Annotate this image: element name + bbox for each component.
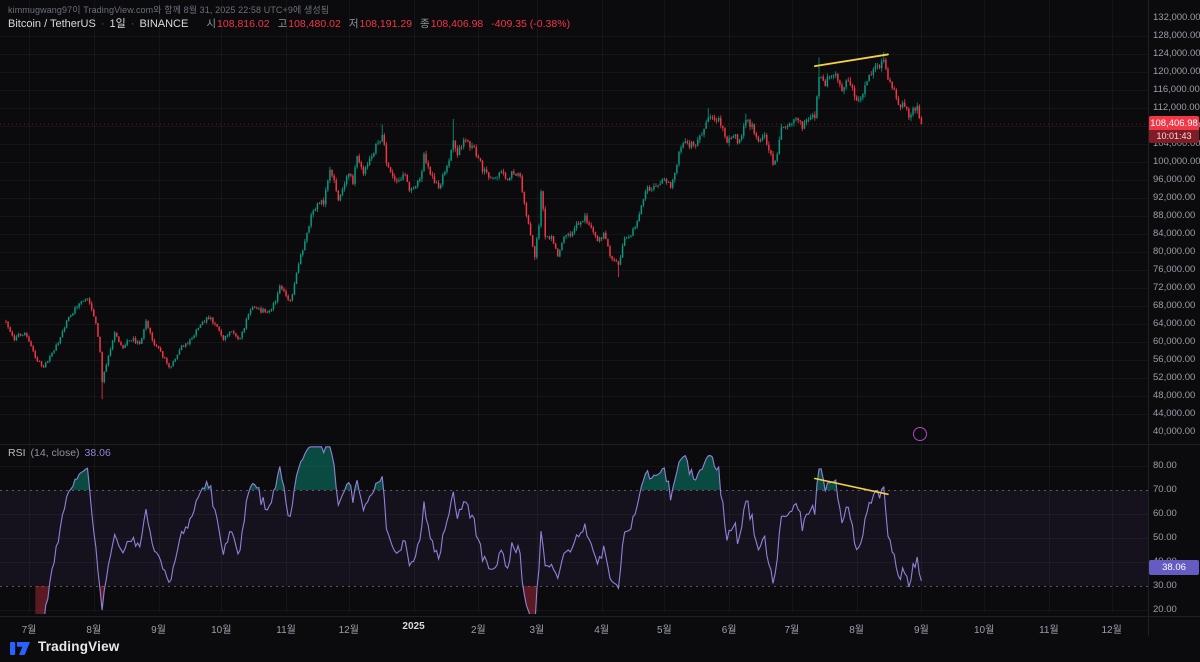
price-trendline[interactable] [813, 53, 889, 68]
rsi-title[interactable]: RSI [8, 447, 26, 459]
rsi-band [0, 490, 1148, 586]
time-axis-label: 6월 [721, 625, 737, 636]
rsi-axis-label: 20.00 [1153, 604, 1177, 615]
price-axis-label: 64,000.00 [1153, 318, 1196, 329]
price-axis-label: 84,000.00 [1153, 228, 1196, 239]
time-axis-label: 2월 [470, 625, 486, 636]
grid-lines [0, 0, 1148, 612]
time-axis-label: 12월 [1101, 625, 1122, 636]
legend-separator: · [130, 18, 135, 30]
rsi-axis-label: 70.00 [1153, 484, 1177, 495]
price-axis-label: 124,000.00 [1153, 48, 1200, 59]
attribution-text: kimmugwang97이 TradingView.com와 함께 8월 31,… [8, 5, 330, 15]
price-axis-label: 60,000.00 [1153, 336, 1196, 347]
time-axis-label: 2025 [402, 621, 425, 632]
time-axis-label: 9월 [914, 625, 929, 636]
time-axis-label: 4월 [594, 625, 610, 636]
time-axis-label: 5월 [656, 625, 672, 636]
time-axis-label: 10월 [973, 625, 995, 636]
time-axis-border [0, 616, 1200, 617]
price-axis[interactable]: 132,000.00 128,000.00 124,000.00 120,000.00… [1148, 0, 1200, 616]
time-axis[interactable]: 7월 8월 9월 10월 11월 12월 2025 2월 3월 4월 5월 6월 7월 8월 9월 10월 11… [0, 617, 1148, 636]
symbol-legend: Bitcoin / TetherUS · 1일 · BINANCE 시 108,8… [8, 15, 570, 31]
rsi-axis-label: 60.00 [1153, 508, 1177, 519]
rsi-axis-label: 50.00 [1153, 532, 1177, 543]
price-axis-label: 120,000.00 [1153, 66, 1200, 77]
price-axis-label: 96,000.00 [1153, 174, 1196, 185]
low-label: 저 [348, 18, 359, 30]
time-axis-label: 11월 [1039, 625, 1059, 636]
close-label: 종 [420, 18, 430, 30]
close-value: 108,406.98 [430, 18, 484, 30]
time-axis-label: 7월 [784, 625, 800, 636]
time-axis-label: 12월 [338, 625, 359, 636]
rsi-overbought-fill [35, 446, 922, 490]
price-axis-label: 88,000.00 [1153, 210, 1196, 221]
candlestick-series[interactable] [5, 51, 923, 400]
tradingview-logo[interactable]: TradingView [10, 638, 119, 655]
time-axis-label: 8월 [849, 625, 865, 636]
price-axis-label: 40,000.00 [1153, 426, 1196, 437]
rsi-line [44, 446, 922, 614]
drawing-point-icon[interactable] [913, 427, 927, 441]
price-axis-label: 68,000.00 [1153, 300, 1196, 311]
low-value: 108,191.29 [359, 18, 413, 30]
high-value: 108,480.02 [288, 18, 341, 30]
price-axis-label: 132,000.00 [1153, 12, 1200, 23]
interval-label[interactable]: 1일 [109, 18, 126, 30]
time-axis-label: 10월 [211, 625, 232, 636]
price-axis-label: 112,000.00 [1153, 102, 1200, 113]
time-axis-label: 11월 [276, 625, 296, 636]
price-axis-label: 92,000.00 [1153, 192, 1196, 203]
price-axis-label: 76,000.00 [1153, 264, 1196, 275]
price-axis-label: 116,000.00 [1153, 84, 1200, 95]
price-axis-label: 52,000.00 [1153, 372, 1196, 383]
price-axis-label: 56,000.00 [1153, 354, 1196, 365]
time-axis-label: 8월 [86, 625, 102, 636]
open-value: 108,816.02 [217, 18, 270, 30]
chart-canvas[interactable] [0, 0, 1148, 616]
time-axis-label: 3월 [529, 625, 545, 636]
time-axis-label: 9월 [151, 625, 166, 636]
last-price-value: 108,406.98 [1149, 116, 1199, 131]
price-axis-label: 72,000.00 [1153, 282, 1196, 293]
rsi-last-value: 38.06 [84, 447, 111, 459]
legend-separator: · [100, 18, 105, 30]
pane-divider[interactable] [0, 444, 1200, 445]
rsi-axis-label: 30.00 [1153, 580, 1177, 591]
tradingview-logo-icon [10, 642, 30, 655]
change-value: -409.35 (-0.38%) [491, 18, 571, 30]
symbol-title[interactable]: Bitcoin / TetherUS [8, 18, 96, 30]
bar-countdown: 10:01:43 [1149, 130, 1199, 144]
price-axis-label: 48,000.00 [1153, 390, 1196, 401]
rsi-params: (14, close) [30, 447, 80, 459]
time-axis-label: 7월 [21, 625, 37, 636]
price-axis-border [1148, 0, 1149, 636]
tradingview-logo-text: TradingView [38, 639, 120, 654]
exchange-label[interactable]: BINANCE [139, 18, 189, 30]
ohlc-values: 시 108,816.02 고 108,480.02 저 108,191.29 종 108… [199, 16, 570, 31]
price-axis-label: 104,000.00 [1153, 138, 1200, 149]
high-label: 고 [277, 18, 288, 30]
price-axis-label: 44,000.00 [1153, 408, 1196, 419]
price-axis-label: 100,000.00 [1153, 156, 1200, 167]
rsi-value-badge: 38.06 [1149, 559, 1199, 575]
open-label: 시 [206, 18, 217, 30]
price-axis-label: 128,000.00 [1153, 30, 1200, 41]
last-price-badge: 108,406.98 10:01:43 [1149, 116, 1199, 144]
rsi-indicator-legend: RSI (14, close) 38.06 [8, 447, 111, 459]
rsi-axis-label: 80.00 [1153, 460, 1177, 471]
rsi-trendline[interactable] [814, 477, 889, 496]
price-axis-label: 80,000.00 [1153, 246, 1196, 257]
rsi-indicator[interactable] [35, 446, 922, 616]
